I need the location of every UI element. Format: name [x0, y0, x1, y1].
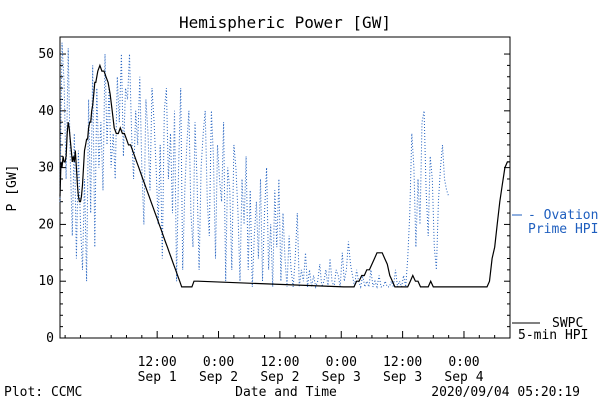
y-tick-label: 50 [38, 47, 54, 62]
y-tick-label: 40 [38, 104, 54, 119]
y-axis-ticks: 0 10 20 30 40 50 [38, 47, 510, 346]
x-tick-time-label: 0:00 [448, 355, 479, 370]
ovation-line [59, 42, 450, 289]
plot-frame [59, 36, 511, 339]
x-tick-date-label: Sep 2 [260, 370, 299, 385]
x-tick-date-label: Sep 3 [383, 370, 422, 385]
x-tick-time-label: 12:00 [138, 355, 177, 370]
y-tick-label: 0 [46, 331, 54, 346]
x-tick-time-label: 0:00 [203, 355, 234, 370]
chart-title: Hemispheric Power [GW] [179, 13, 391, 32]
x-tick-time-label: 0:00 [326, 355, 357, 370]
y-tick-label: 30 [38, 161, 54, 176]
footer-plot-source: Plot: CCMC [4, 385, 82, 400]
x-tick-date-label: Sep 3 [322, 370, 361, 385]
legend-ovation-line1: - Ovation [528, 208, 598, 223]
x-tick-time-label: 12:00 [260, 355, 299, 370]
footer-timestamp: 2020/09/04 05:20:19 [431, 385, 580, 400]
x-tick-time-label: 12:00 [383, 355, 422, 370]
x-tick-date-label: Sep 2 [199, 370, 238, 385]
y-tick-label: 10 [38, 274, 54, 289]
x-tick-date-label: Sep 1 [138, 370, 177, 385]
swpc-series [59, 63, 510, 288]
y-axis-label: P [GW] [5, 165, 20, 212]
ovation-series [59, 42, 450, 289]
swpc-line [59, 63, 510, 288]
x-axis-label: Date and Time [235, 385, 337, 400]
legend-swpc-line1: SWPC [552, 316, 583, 331]
x-tick-date-label: Sep 4 [444, 370, 483, 385]
legend-ovation-line2: Prime HPI [528, 222, 598, 237]
legend-swpc-line2: 5-min HPI [518, 328, 588, 343]
y-tick-label: 20 [38, 217, 54, 232]
